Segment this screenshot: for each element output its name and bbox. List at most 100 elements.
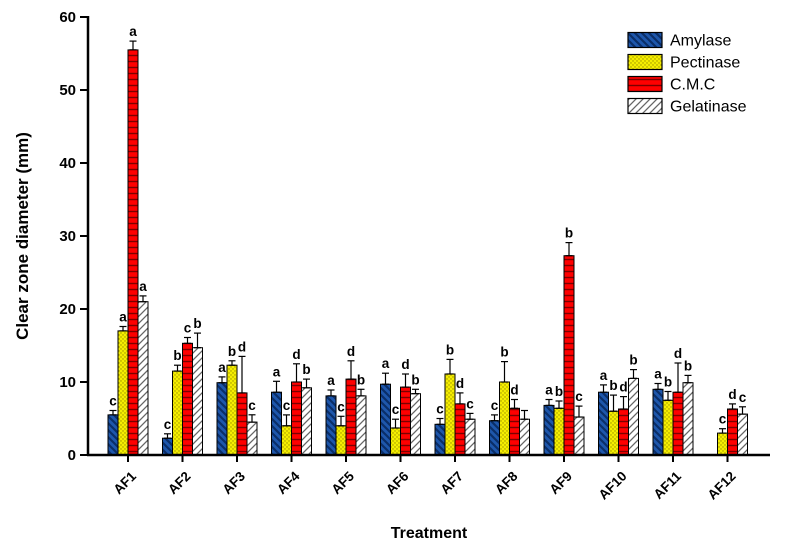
error-bar — [565, 242, 573, 257]
error-bar — [491, 414, 498, 422]
sig-letter: a — [139, 279, 147, 294]
bar-amylase-af1 — [107, 414, 119, 456]
error-bar — [194, 332, 201, 349]
y-tick-label: 10 — [59, 374, 76, 391]
legend-swatch-amylase — [627, 31, 663, 49]
error-bar — [654, 382, 662, 390]
sig-letter: b — [411, 372, 419, 387]
sig-letter: c — [491, 398, 499, 413]
sig-letter: a — [327, 373, 335, 388]
bar-pectinase-af6 — [390, 427, 401, 456]
y-axis-title: Clear zone diameter (mm) — [13, 132, 32, 340]
error-bar — [412, 388, 419, 395]
bar-gelatinase-af1 — [137, 301, 149, 456]
bar-gelatinase-af9 — [573, 416, 585, 456]
x-tick-label: AF2 — [165, 469, 194, 498]
x-tick-label: AF4 — [274, 468, 303, 497]
bar-gelatinase-af2 — [192, 347, 203, 456]
error-bar — [446, 358, 454, 375]
error-bar — [382, 372, 389, 385]
sig-letter: c — [719, 412, 727, 427]
error-bar — [273, 380, 280, 393]
bar-gelatinase-af12 — [737, 413, 748, 456]
error-bar — [545, 398, 553, 406]
bar-pectinase-af1 — [117, 330, 129, 456]
error-bar — [620, 396, 627, 410]
sig-letter: b — [173, 348, 181, 363]
bar-pectinase-af5 — [335, 425, 347, 456]
x-tick-label: AF7 — [437, 469, 466, 498]
sig-letter: c — [466, 396, 474, 411]
bar-gelatinase-af5 — [355, 395, 367, 456]
x-tick-label: AF10 — [596, 469, 630, 503]
bar-c.m.c-af8 — [509, 407, 520, 456]
error-bar — [436, 417, 444, 425]
error-bar — [283, 414, 290, 427]
sig-letter: b — [302, 362, 310, 377]
bar-gelatinase-af11 — [682, 382, 694, 456]
error-bar — [575, 405, 583, 418]
sig-letter: b — [500, 345, 508, 360]
bar-gelatinase-af8 — [519, 418, 530, 456]
error-bar — [600, 384, 607, 393]
legend-label-amylase: Amylase — [670, 33, 731, 50]
error-bar — [456, 392, 464, 405]
bar-pectinase-af8 — [499, 381, 510, 456]
bar-c.m.c-af5 — [345, 378, 357, 456]
bar-pectinase-af10 — [608, 410, 619, 456]
error-bar — [238, 355, 246, 394]
sig-letter: c — [248, 398, 256, 413]
error-bar — [184, 336, 191, 344]
sig-letter: b — [228, 344, 236, 359]
bar-pectinase-af2 — [172, 370, 183, 456]
sig-letter: c — [164, 417, 172, 432]
sig-letter: d — [347, 344, 355, 359]
y-tick-label: 0 — [68, 447, 76, 464]
error-bar — [739, 406, 746, 415]
sig-letter: b — [664, 375, 672, 390]
sig-letter: c — [337, 399, 345, 414]
legend-label-c.m.c: C.M.C — [670, 77, 715, 94]
sig-letter: a — [654, 367, 662, 382]
bar-amylase-af7 — [434, 423, 446, 456]
error-bar — [402, 373, 409, 388]
error-bar — [337, 415, 345, 427]
error-bar — [674, 362, 682, 393]
x-tick-label: AF5 — [328, 468, 357, 497]
y-tick-label: 50 — [59, 82, 76, 99]
bar-amylase-af3 — [216, 382, 228, 456]
sig-letter: b — [565, 226, 573, 241]
bar-c.m.c-af7 — [454, 403, 466, 456]
error-bar — [501, 361, 508, 383]
y-tick-label: 20 — [59, 301, 76, 318]
error-bar — [357, 388, 365, 397]
error-bar — [347, 360, 355, 380]
bar-gelatinase-af7 — [464, 418, 476, 456]
sig-letter: b — [629, 353, 637, 368]
sig-letter: d — [456, 376, 464, 391]
sig-letter: b — [193, 316, 201, 331]
sig-letter: d — [728, 387, 736, 402]
x-tick-label: AF6 — [383, 468, 412, 497]
bar-amylase-af5 — [325, 395, 337, 456]
x-tick-label: AF8 — [492, 468, 521, 497]
x-axis-title: Treatment — [391, 525, 468, 542]
bar-pectinase-af11 — [662, 399, 674, 456]
bar-pectinase-af9 — [553, 407, 565, 456]
error-bar — [293, 363, 300, 383]
bar-amylase-af8 — [489, 420, 500, 456]
sig-letter: b — [684, 358, 692, 373]
y-tick-label: 60 — [59, 9, 76, 26]
bar-gelatinase-af3 — [246, 421, 258, 456]
error-bar — [174, 364, 181, 372]
legend: Amylase Pectinase C.M.C Gelatinase — [627, 31, 747, 116]
bar-pectinase-af7 — [444, 373, 456, 456]
bar-gelatinase-af6 — [410, 393, 421, 456]
sig-letter: b — [555, 384, 563, 399]
legend-swatch-gelatinase — [627, 97, 663, 115]
legend-swatch-pectinase — [627, 53, 663, 71]
bar-gelatinase-af4 — [301, 387, 312, 456]
bar-c.m.c-af4 — [291, 381, 302, 456]
